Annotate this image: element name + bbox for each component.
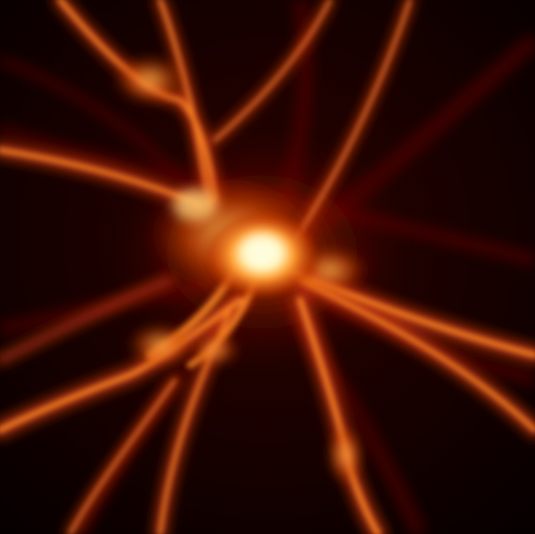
lower-left-clump: [126, 323, 194, 367]
upper-left-clump: [112, 54, 188, 106]
lower-mid-clump: [189, 334, 241, 366]
core-hotspot: [240, 234, 284, 270]
bottom-clump: [327, 425, 363, 485]
core-upper-lobe: [173, 189, 217, 221]
